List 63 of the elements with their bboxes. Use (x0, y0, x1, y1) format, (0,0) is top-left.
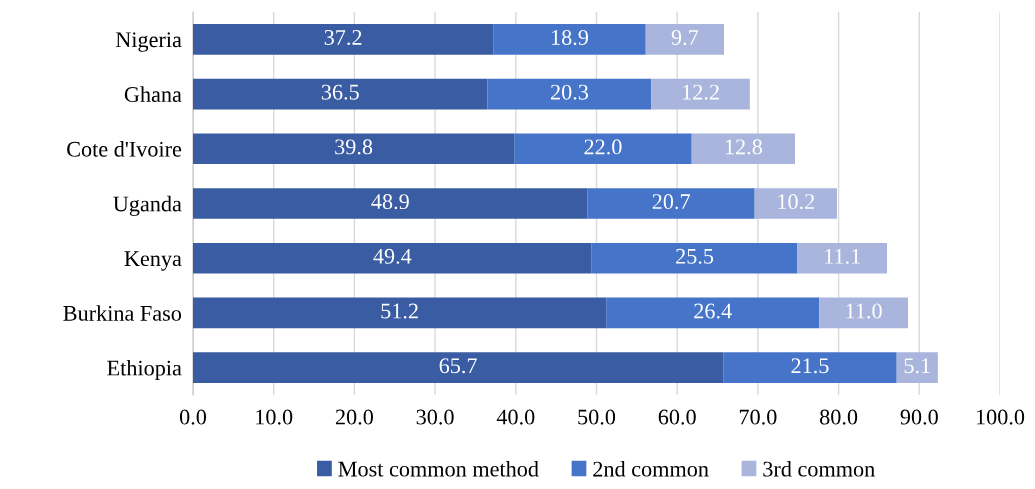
legend-label: 2nd common (593, 460, 709, 477)
y-tick-label: Cote d'Ivoire (67, 141, 182, 157)
y-tick-label: Burkina Faso (63, 305, 182, 321)
data-label: 11.1 (825, 248, 860, 264)
bar (819, 297, 908, 329)
bar (797, 242, 888, 274)
x-tick-label: 80.0 (820, 409, 858, 425)
bar (754, 188, 837, 219)
x-tick-label: 60.0 (658, 409, 696, 425)
bar (193, 133, 515, 165)
data-label: 49.4 (373, 248, 412, 264)
bar (193, 352, 724, 383)
x-tick-label: 70.0 (739, 409, 777, 425)
bar (193, 78, 488, 110)
x-tick-label: 40.0 (496, 409, 535, 425)
data-label: 20.7 (652, 194, 690, 210)
data-label: 5.1 (904, 358, 930, 374)
x-tick-label: 90.0 (900, 409, 938, 425)
data-label: 26.4 (694, 303, 732, 319)
x-tick-label: 100.0 (976, 409, 1025, 425)
bar (193, 188, 588, 219)
bar (723, 352, 897, 383)
bar (591, 242, 798, 274)
bar (896, 352, 938, 383)
data-label: 12.2 (683, 84, 719, 100)
bar (691, 133, 796, 165)
data-label: 37.2 (324, 29, 362, 46)
data-label: 22.0 (584, 139, 622, 155)
data-label: 39.8 (335, 139, 373, 155)
data-label: 65.7 (439, 358, 477, 374)
y-tick-label: Kenya (124, 251, 182, 271)
bar (193, 24, 494, 55)
bar (193, 297, 607, 329)
x-tick-label: 20.0 (335, 409, 373, 425)
y-tick-label: Ethiopia (107, 359, 182, 381)
x-tick-label: 0.0 (179, 409, 207, 425)
y-tick-label: Ghana (124, 86, 182, 102)
data-label: 9.7 (671, 29, 699, 46)
x-tick-label: 50.0 (578, 409, 616, 425)
bar (487, 78, 652, 110)
bar (587, 188, 755, 219)
bar (645, 24, 725, 55)
data-label: 21.5 (791, 358, 829, 374)
data-label: 51.2 (381, 303, 418, 319)
y-tick-label: Uganda (113, 195, 182, 217)
y-tick-label: Nigeria (115, 32, 182, 52)
data-label: 20.3 (551, 84, 589, 100)
data-label: 25.5 (676, 248, 714, 264)
data-label: 10.2 (778, 194, 815, 210)
bar (514, 133, 692, 165)
data-label: 18.9 (551, 29, 588, 46)
data-label: 36.5 (321, 84, 359, 100)
bar (651, 78, 750, 110)
bar (193, 242, 592, 274)
bar (493, 24, 646, 55)
legend-label: Most common method (338, 460, 539, 477)
data-label: 48.9 (371, 194, 409, 210)
x-tick-label: 30.0 (416, 409, 454, 425)
bar (606, 297, 820, 329)
legend-label: 3rd common (763, 460, 875, 477)
x-tick-label: 10.0 (256, 409, 293, 425)
data-label: 12.8 (725, 139, 762, 155)
data-label: 11.0 (846, 303, 882, 319)
